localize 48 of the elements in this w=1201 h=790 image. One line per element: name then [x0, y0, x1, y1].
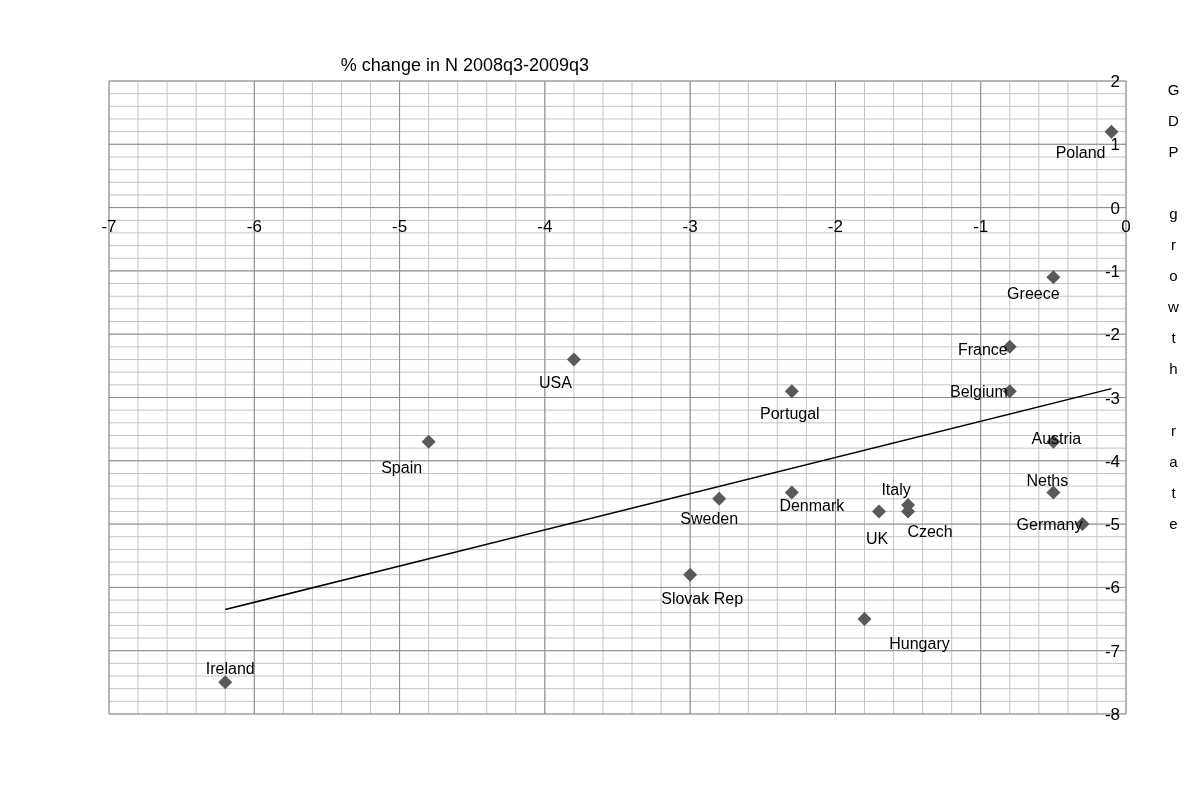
y-tick-label: 1 — [1110, 135, 1120, 155]
point — [683, 567, 698, 582]
y-axis-title: GDP growth rate — [1164, 81, 1183, 546]
y-tick-label: -6 — [1104, 578, 1120, 598]
x-tick-label: -1 — [973, 216, 989, 236]
annotation: Denmark — [779, 497, 846, 515]
point — [566, 352, 581, 367]
annotation: Italy — [881, 481, 911, 499]
point — [784, 384, 799, 399]
point — [784, 485, 799, 500]
x-tick-label: -2 — [827, 216, 843, 236]
annotation: Belgium — [949, 383, 1008, 401]
point — [421, 434, 436, 449]
chart-title: % change in N 2008q3-2009q3 — [340, 55, 590, 75]
annotation: Slovak Rep — [661, 589, 744, 607]
y-tick-label: -7 — [1104, 641, 1120, 661]
annotation: Portugal — [760, 405, 820, 423]
annotation: Ireland — [205, 660, 255, 678]
point — [218, 675, 233, 690]
annotation: France — [957, 340, 1008, 358]
annotation: Greece — [1007, 285, 1060, 303]
point — [857, 612, 872, 627]
y-tick-label: -8 — [1104, 705, 1120, 724]
point — [1104, 124, 1119, 139]
annotation: Czech — [907, 523, 953, 541]
annotation: Poland — [1055, 143, 1106, 161]
x-tick-label: -5 — [392, 216, 408, 236]
y-tick-label: 2 — [1110, 72, 1120, 91]
y-tick-label: 0 — [1110, 198, 1120, 218]
point — [872, 504, 887, 519]
annotation: USA — [539, 373, 573, 391]
y-tick-label: -4 — [1104, 451, 1120, 471]
y-tick-label: -3 — [1104, 388, 1120, 408]
annotation: Neths — [1026, 472, 1069, 490]
y-tick-label: -5 — [1104, 515, 1120, 535]
annotation: Sweden — [680, 509, 739, 527]
x-tick-label: -4 — [537, 216, 553, 236]
point — [1046, 485, 1061, 500]
x-tick-label: -3 — [682, 216, 698, 236]
annotation: UK — [865, 530, 889, 548]
point — [1046, 270, 1061, 285]
y-tick-label: -2 — [1104, 325, 1120, 345]
point — [712, 491, 727, 506]
x-tick-label: -6 — [246, 216, 262, 236]
y-tick-label: -1 — [1104, 261, 1120, 281]
annotation: Spain — [381, 458, 423, 476]
x-tick-label: -7 — [101, 216, 117, 236]
annotation: Hungary — [889, 635, 950, 653]
